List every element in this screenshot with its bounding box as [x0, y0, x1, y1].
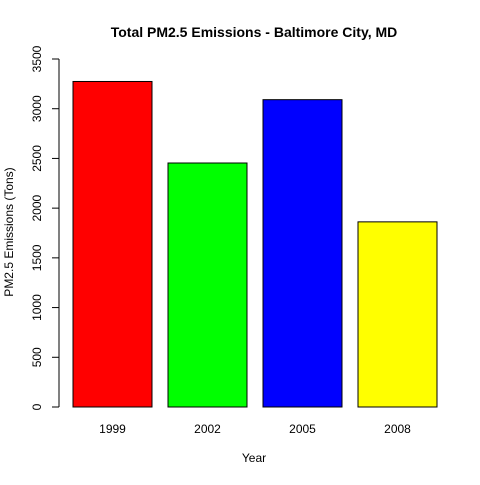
- x-tick-label-2008: 2008: [384, 422, 411, 436]
- bar-2008: [357, 221, 438, 408]
- bar-2005: [262, 99, 343, 408]
- y-axis: 0 500 1000 1500 2000 2500 3000 3500: [30, 45, 60, 410]
- y-tick-label-3000: 3000: [30, 95, 44, 122]
- x-tick-label-2005: 2005: [289, 422, 316, 436]
- y-tick-label-3500: 3500: [30, 45, 44, 72]
- x-tick-label-1999: 1999: [99, 422, 126, 436]
- x-tick-label-2002: 2002: [194, 422, 221, 436]
- chart-title: Total PM2.5 Emissions - Baltimore City, …: [111, 24, 398, 40]
- bar-1999: [72, 80, 153, 408]
- y-tick-label-1500: 1500: [30, 244, 44, 271]
- y-tick-label-2500: 2500: [30, 145, 44, 172]
- y-tick-label-2000: 2000: [30, 194, 44, 221]
- y-tick-label-500: 500: [30, 347, 44, 367]
- y-tick-label-1000: 1000: [30, 294, 44, 321]
- x-tick-labels: 1999 2002 2005 2008: [99, 422, 411, 436]
- x-axis-label: Year: [242, 451, 266, 465]
- y-tick-label-0: 0: [30, 403, 44, 410]
- bar-2002: [167, 162, 248, 408]
- y-axis-label: PM2.5 Emissions (Tons): [2, 167, 16, 296]
- bars-group: [72, 80, 438, 408]
